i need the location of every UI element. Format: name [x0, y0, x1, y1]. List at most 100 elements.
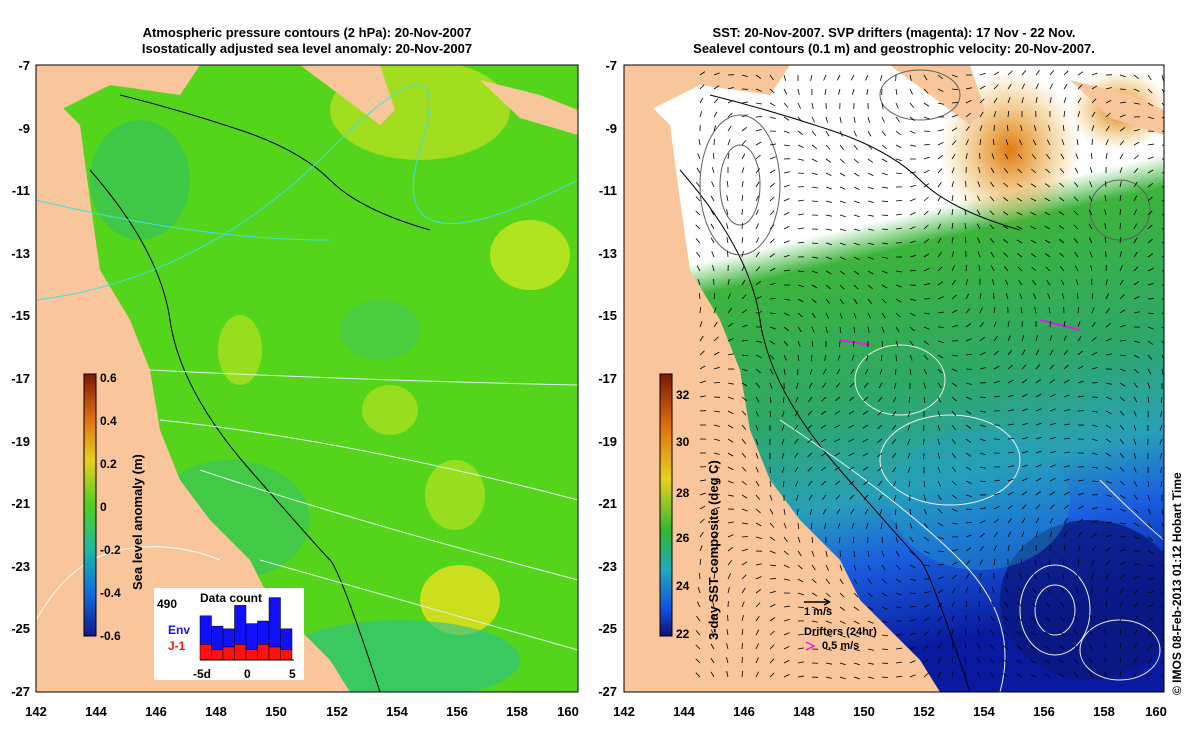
velocity-arrow: [1161, 620, 1164, 622]
velocity-arrow: [1063, 423, 1070, 426]
velocity-arrow: [755, 102, 762, 105]
velocity-arrow: [1018, 154, 1023, 160]
velocity-arrow: [1091, 466, 1098, 469]
velocity-arrow: [877, 438, 883, 444]
velocity-arrow: [909, 116, 916, 121]
velocity-arrow: [699, 335, 704, 342]
velocity-arrow: [811, 578, 817, 584]
velocity-arrow: [1030, 645, 1037, 650]
velocity-arrow: [825, 256, 832, 260]
velocity-arrow: [951, 410, 957, 416]
velocity-arrow: [797, 522, 800, 530]
velocity-arrow: [755, 522, 762, 527]
velocity-arrow: [783, 645, 790, 650]
velocity-arrow: [699, 545, 703, 552]
velocity-arrow: [1119, 548, 1126, 552]
velocity-arrow: [977, 181, 981, 188]
velocity-arrow: [895, 172, 903, 175]
velocity-arrow: [1049, 517, 1054, 524]
velocity-arrow: [783, 368, 786, 375]
velocity-arrow: [1049, 70, 1055, 76]
velocity-arrow: [1031, 266, 1037, 272]
velocity-arrow: [1007, 97, 1011, 104]
sea-level-contours: [779, 344, 1164, 692]
velocity-arrow: [895, 550, 900, 557]
velocity-arrow: [755, 396, 760, 403]
velocity-arrow: [853, 676, 860, 680]
velocity-arrow: [783, 225, 790, 230]
velocity-arrow: [1003, 168, 1009, 174]
velocity-arrow: [1133, 128, 1140, 132]
velocity-arrow: [1074, 265, 1079, 272]
velocity-arrow: [965, 410, 972, 415]
velocity-arrow: [1119, 101, 1126, 104]
x-tick: 160: [557, 704, 579, 719]
velocity-arrow: [1119, 522, 1126, 525]
velocity-arrow: [880, 354, 883, 362]
velocity-arrow: [965, 125, 970, 132]
velocity-arrow: [1133, 181, 1138, 188]
velocity-arrow: [867, 144, 873, 150]
velocity-arrow: [1007, 423, 1014, 426]
velocity-arrow: [878, 494, 883, 501]
velocity-arrow: [863, 396, 869, 402]
velocity-arrow: [1007, 531, 1012, 538]
velocity-arrow: [867, 550, 870, 557]
velocity-arrow: [741, 382, 748, 387]
velocity-arrow: [1077, 292, 1079, 300]
velocity-arrow: [923, 88, 929, 94]
velocity-arrow: [951, 209, 954, 216]
velocity-arrow: [1077, 479, 1084, 482]
velocity-arrow: [951, 671, 954, 678]
velocity-arrow: [1031, 602, 1037, 608]
velocity-arrow: [1063, 394, 1070, 398]
velocity-arrow: [1060, 153, 1065, 160]
velocity-arrow: [1105, 547, 1112, 552]
velocity-arrow: [979, 85, 986, 90]
velocity-arrow: [769, 550, 776, 554]
velocity-arrow: [1104, 657, 1107, 664]
velocity-arrow: [797, 606, 805, 609]
velocity-arrow: [697, 153, 701, 160]
velocity-arrow: [965, 560, 971, 566]
velocity-arrow: [713, 410, 720, 413]
velocity-arrow: [881, 284, 888, 289]
velocity-arrow: [755, 466, 759, 473]
env-bar: [280, 628, 293, 650]
velocity-arrow: [825, 564, 829, 571]
velocity-arrow: [1147, 396, 1150, 403]
velocity-arrow: [951, 561, 958, 566]
velocity-arrow: [923, 354, 929, 360]
y-tick: -11: [12, 183, 30, 198]
velocity-arrow: [1016, 183, 1023, 188]
velocity-arrow: [1016, 211, 1023, 216]
velocity-arrow: [1104, 223, 1107, 230]
velocity-arrow: [964, 643, 967, 650]
y-tick: -15: [11, 308, 30, 323]
velocity-arrow: [923, 672, 929, 678]
velocity-arrow: [989, 658, 995, 664]
velocity-arrow: [811, 242, 819, 244]
velocity-arrow: [1091, 111, 1096, 118]
velocity-arrow: [1030, 253, 1037, 258]
velocity-arrow: [783, 211, 790, 216]
velocity-arrow: [1105, 438, 1112, 443]
velocity-arrow: [1077, 84, 1083, 90]
velocity-arrow: [867, 242, 874, 246]
velocity-arrow: [923, 253, 930, 258]
velocity-arrow: [741, 354, 749, 357]
velocity-arrow: [755, 536, 762, 539]
velocity-arrow: [1033, 125, 1037, 132]
velocity-arrow: [1030, 631, 1037, 636]
velocity-arrow: [937, 438, 940, 445]
velocity-arrow: [1005, 587, 1009, 594]
velocity-arrow: [1035, 97, 1038, 104]
x-tick: 150: [265, 704, 287, 719]
velocity-arrow: [951, 279, 956, 286]
velocity-arrow: [811, 284, 818, 289]
velocity-arrow: [881, 592, 888, 597]
velocity-arrow: [951, 354, 958, 357]
y-tick: -9: [18, 121, 30, 136]
velocity-arrow: [1147, 494, 1151, 501]
